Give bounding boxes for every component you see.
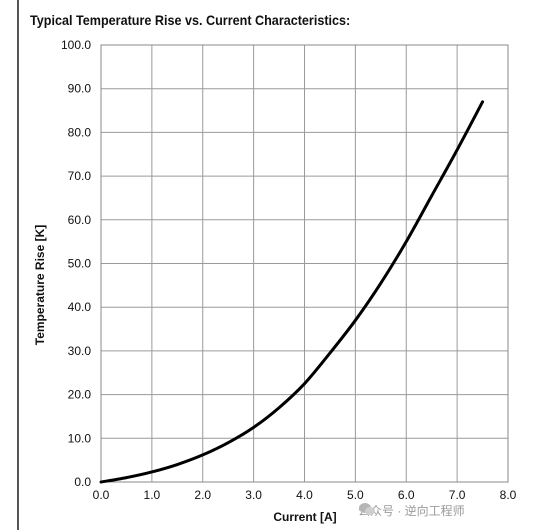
y-tick-label: 40.0: [68, 300, 92, 314]
y-tick-label: 100.0: [61, 38, 91, 52]
x-tick-label: 3.0: [245, 488, 262, 502]
series-lines: [99, 100, 485, 484]
watermark-text: 公众号 · 逆向工程师: [358, 504, 465, 518]
x-tick-label: 4.0: [296, 488, 313, 502]
x-tick-label: 6.0: [398, 488, 415, 502]
x-axis-label: Current [A]: [273, 510, 336, 524]
x-tick-label: 2.0: [194, 488, 211, 502]
y-tick-labels: 0.0 10.0 20.0 30.0 40.0 50.0 60.0 70.0 80.0 90.0 1…: [61, 38, 91, 489]
series-line: [99, 100, 485, 484]
wechat-icon: [359, 503, 375, 515]
watermark: 公众号 · 逆向工程师: [358, 502, 465, 519]
y-tick-label: 0.0: [74, 475, 91, 489]
y-tick-label: 70.0: [68, 169, 92, 183]
left-border-line: [17, 0, 19, 530]
y-axis-label: Temperature Rise [K]: [33, 225, 47, 345]
x-tick-label: 7.0: [449, 488, 466, 502]
y-tick-label: 60.0: [68, 213, 92, 227]
y-tick-label: 10.0: [68, 431, 92, 445]
x-tick-labels: 0.0 1.0 2.0 3.0 4.0 5.0 6.0 7.0 8.0: [93, 488, 517, 502]
x-tick-label: 5.0: [347, 488, 364, 502]
y-tick-label: 50.0: [68, 257, 92, 271]
x-tick-label: 8.0: [500, 488, 517, 502]
y-tick-label: 90.0: [68, 82, 92, 96]
x-tick-label: 0.0: [93, 488, 110, 502]
plot-frame: [100, 44, 509, 483]
grid-lines: [100, 44, 509, 483]
x-tick-label: 1.0: [144, 488, 161, 502]
chart-title: Typical Temperature Rise vs. Current Cha…: [30, 12, 351, 28]
y-tick-label: 20.0: [68, 388, 92, 402]
y-tick-label: 30.0: [68, 344, 92, 358]
y-tick-label: 80.0: [68, 125, 92, 139]
